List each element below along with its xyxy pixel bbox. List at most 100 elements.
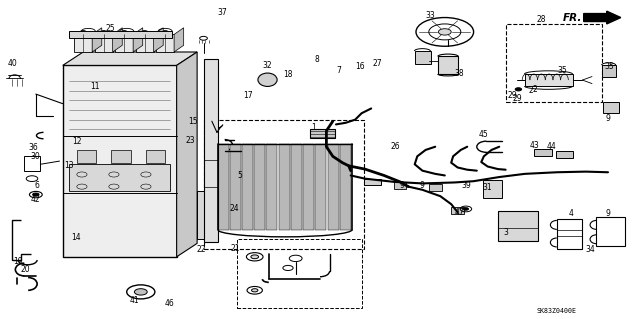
Bar bbox=[394, 182, 406, 189]
Text: 19: 19 bbox=[13, 257, 23, 266]
Bar bbox=[506, 24, 602, 102]
Circle shape bbox=[515, 88, 522, 91]
Bar bbox=[24, 156, 40, 171]
Bar bbox=[95, 34, 113, 52]
Text: 2: 2 bbox=[529, 86, 534, 95]
Text: 37: 37 bbox=[218, 8, 228, 17]
Polygon shape bbox=[133, 28, 143, 52]
Text: 2: 2 bbox=[532, 85, 538, 94]
Bar bbox=[204, 120, 364, 249]
Text: 40: 40 bbox=[8, 59, 18, 68]
Bar bbox=[136, 34, 154, 52]
Text: 39: 39 bbox=[461, 181, 471, 189]
Text: 44: 44 bbox=[547, 142, 557, 151]
Polygon shape bbox=[177, 52, 197, 257]
Bar bbox=[197, 191, 205, 239]
Text: 22: 22 bbox=[197, 245, 206, 254]
Bar bbox=[254, 144, 265, 230]
Bar bbox=[557, 219, 582, 249]
Text: 18: 18 bbox=[284, 70, 292, 78]
Bar bbox=[69, 164, 170, 191]
Bar bbox=[111, 172, 131, 185]
Bar bbox=[556, 151, 573, 158]
Bar bbox=[218, 144, 228, 230]
Bar bbox=[603, 102, 619, 113]
Text: 6: 6 bbox=[35, 181, 40, 189]
Text: 24: 24 bbox=[229, 204, 239, 213]
Text: 41: 41 bbox=[129, 296, 140, 305]
Text: 33: 33 bbox=[425, 11, 435, 20]
Text: 35: 35 bbox=[604, 63, 614, 71]
Text: 25: 25 bbox=[105, 24, 115, 33]
Bar bbox=[242, 144, 253, 230]
Bar bbox=[429, 184, 442, 191]
Bar bbox=[156, 34, 174, 52]
Bar bbox=[340, 144, 351, 230]
Text: 13: 13 bbox=[64, 161, 74, 170]
Bar bbox=[69, 31, 172, 38]
Bar bbox=[602, 65, 616, 77]
Bar bbox=[596, 217, 625, 246]
Text: 27: 27 bbox=[372, 59, 383, 68]
Text: 47: 47 bbox=[454, 208, 465, 217]
Text: 34: 34 bbox=[585, 245, 595, 254]
Text: 43: 43 bbox=[529, 141, 540, 150]
Bar bbox=[483, 180, 502, 198]
Text: 26: 26 bbox=[390, 142, 401, 151]
Polygon shape bbox=[174, 28, 184, 52]
Bar bbox=[278, 144, 290, 230]
Text: 29: 29 bbox=[507, 91, 517, 100]
Bar bbox=[266, 144, 277, 230]
Text: 20: 20 bbox=[20, 265, 31, 274]
Bar bbox=[498, 211, 538, 241]
Bar bbox=[451, 207, 464, 214]
Bar bbox=[415, 51, 431, 64]
Bar bbox=[291, 144, 302, 230]
Text: 7: 7 bbox=[337, 66, 342, 75]
Bar bbox=[63, 65, 177, 257]
Bar bbox=[230, 144, 241, 230]
Bar bbox=[534, 149, 552, 156]
Text: 9: 9 bbox=[399, 181, 404, 190]
Polygon shape bbox=[154, 28, 163, 52]
Text: 17: 17 bbox=[243, 91, 253, 100]
Polygon shape bbox=[113, 28, 122, 52]
Text: 29: 29 bbox=[512, 94, 522, 103]
Text: 23: 23 bbox=[186, 136, 196, 145]
Text: 15: 15 bbox=[188, 117, 198, 126]
Bar bbox=[328, 144, 339, 230]
Bar bbox=[303, 144, 314, 230]
Bar bbox=[77, 150, 96, 163]
Text: 42: 42 bbox=[30, 195, 40, 204]
Circle shape bbox=[33, 193, 39, 196]
Bar bbox=[204, 59, 218, 242]
Circle shape bbox=[251, 255, 259, 259]
Bar bbox=[146, 172, 165, 185]
Bar bbox=[316, 144, 326, 230]
Text: FR.: FR. bbox=[563, 12, 582, 23]
Text: 32: 32 bbox=[262, 61, 273, 70]
Text: 9: 9 bbox=[420, 181, 425, 190]
Bar bbox=[525, 74, 573, 86]
Text: 1: 1 bbox=[311, 123, 316, 132]
Text: 45: 45 bbox=[478, 130, 488, 139]
Text: 38: 38 bbox=[454, 69, 465, 78]
Text: 36: 36 bbox=[28, 143, 38, 152]
Circle shape bbox=[252, 289, 258, 292]
Circle shape bbox=[438, 29, 451, 35]
Text: SK83Z0400E: SK83Z0400E bbox=[537, 308, 577, 314]
Bar bbox=[146, 150, 165, 163]
Bar bbox=[364, 179, 381, 185]
Text: 9: 9 bbox=[605, 114, 611, 123]
Bar bbox=[237, 239, 362, 308]
Text: 12: 12 bbox=[72, 137, 81, 146]
Text: 3: 3 bbox=[503, 228, 508, 237]
Text: 4: 4 bbox=[569, 209, 574, 218]
Ellipse shape bbox=[258, 73, 277, 86]
Text: 8: 8 bbox=[314, 56, 319, 64]
Circle shape bbox=[463, 208, 468, 210]
Text: 5: 5 bbox=[237, 171, 243, 180]
Bar bbox=[438, 56, 458, 74]
FancyArrow shape bbox=[584, 11, 621, 24]
Text: 14: 14 bbox=[70, 233, 81, 242]
